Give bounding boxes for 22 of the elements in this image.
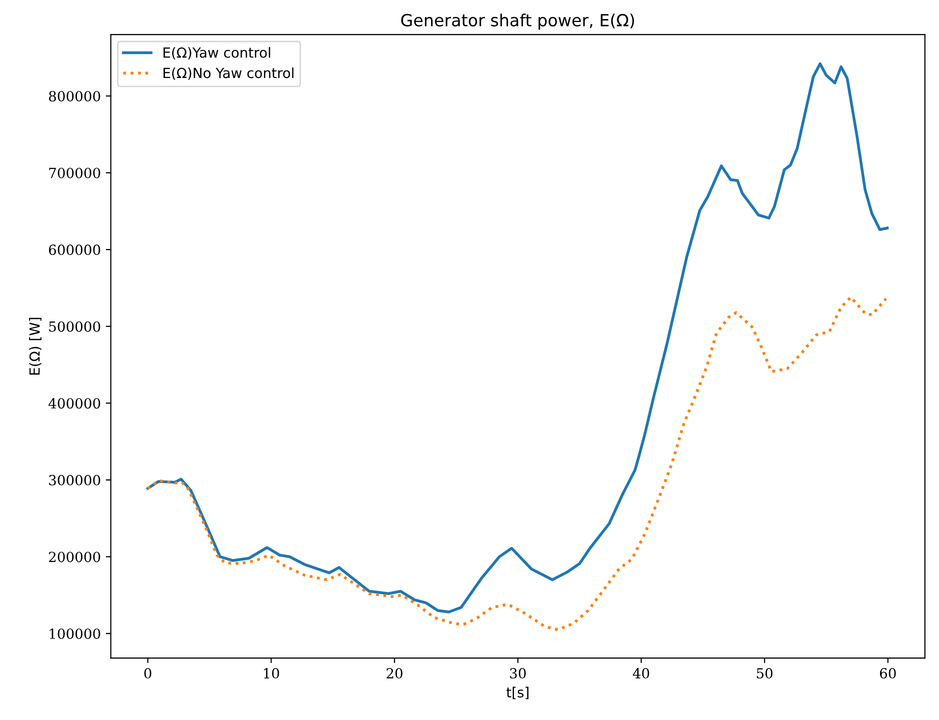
y-tick-label: 600000 [48, 244, 100, 256]
y-tick-label: 500000 [49, 321, 100, 332]
x-tick-label: 0 [144, 668, 152, 679]
y-axis-title: E(Ω) [W] [29, 318, 42, 375]
x-tick-label: 50 [756, 668, 772, 679]
legend-label: E(Ω)Yaw control [164, 47, 270, 60]
y-tick-label: 100000 [50, 628, 100, 639]
y-tick-label: 300000 [49, 474, 100, 486]
x-tick-label: 20 [386, 668, 402, 679]
y-tick-label: 700000 [49, 168, 100, 178]
x-tick-label: 40 [632, 668, 650, 679]
line-series [146, 62, 889, 614]
line-series [146, 296, 888, 632]
x-tick-label: 10 [264, 668, 280, 679]
x-tick-label: 30 [510, 668, 526, 679]
y-tick-label: 800000 [48, 90, 100, 102]
x-tick-label: 60 [880, 668, 896, 679]
legend-label: E(Ω)No Yaw control [164, 67, 294, 80]
y-tick-label: 400000 [48, 398, 100, 409]
chart-title: Generator shaft power, E(Ω) [401, 14, 634, 30]
x-axis-title: t[s] [506, 686, 528, 700]
y-tick-label: 200000 [49, 552, 100, 562]
